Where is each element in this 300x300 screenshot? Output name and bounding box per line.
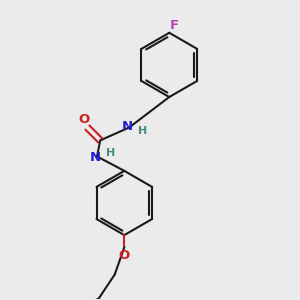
- Text: F: F: [169, 19, 178, 32]
- Text: H: H: [106, 148, 115, 158]
- Text: N: N: [90, 151, 101, 164]
- Text: O: O: [119, 249, 130, 262]
- Text: N: N: [122, 120, 133, 134]
- Text: H: H: [138, 126, 147, 136]
- Text: O: O: [79, 113, 90, 126]
